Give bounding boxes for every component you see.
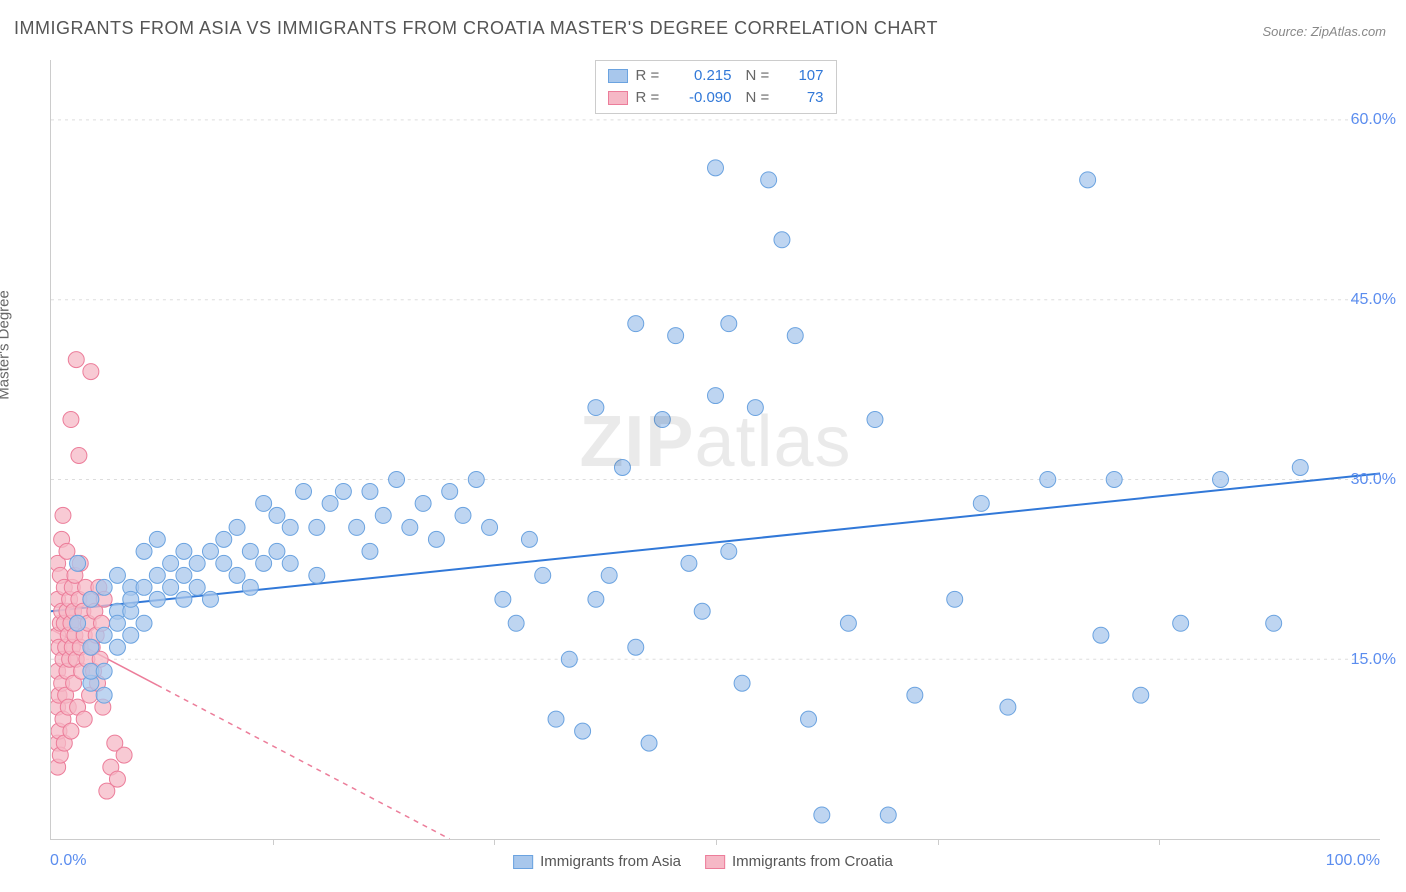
n-label: N = — [746, 87, 776, 109]
legend-row-asia: R = 0.215 N = 107 — [608, 65, 824, 87]
legend-item-asia: Immigrants from Asia — [513, 853, 681, 870]
n-value-croatia: 73 — [784, 87, 824, 109]
x-axis-max-label: 100.0% — [1326, 852, 1380, 870]
series-legend: Immigrants from Asia Immigrants from Cro… — [513, 853, 893, 870]
r-label: R = — [636, 65, 664, 87]
n-value-asia: 107 — [784, 65, 824, 87]
r-label: R = — [636, 87, 664, 109]
legend-label: Immigrants from Asia — [540, 853, 681, 870]
r-value-croatia: -0.090 — [672, 87, 732, 109]
legend-swatch-croatia — [608, 91, 628, 105]
y-tick-label: 60.0% — [1351, 111, 1396, 129]
legend-item-croatia: Immigrants from Croatia — [705, 853, 893, 870]
chart-svg — [51, 60, 1380, 839]
legend-row-croatia: R = -0.090 N = 73 — [608, 87, 824, 109]
y-axis-label: Master's Degree — [0, 290, 13, 400]
y-tick-label: 15.0% — [1351, 651, 1396, 669]
source-label: Source: ZipAtlas.com — [1262, 24, 1386, 39]
y-tick-label: 30.0% — [1351, 471, 1396, 489]
y-tick-label: 45.0% — [1351, 291, 1396, 309]
legend-swatch-icon — [513, 855, 533, 869]
legend-label: Immigrants from Croatia — [732, 853, 893, 870]
plot-area: R = 0.215 N = 107 R = -0.090 N = 73 ZIPa… — [50, 60, 1380, 840]
r-value-asia: 0.215 — [672, 65, 732, 87]
legend-swatch-icon — [705, 855, 725, 869]
correlation-legend: R = 0.215 N = 107 R = -0.090 N = 73 — [595, 60, 837, 114]
x-axis-min-label: 0.0% — [50, 852, 86, 870]
n-label: N = — [746, 65, 776, 87]
legend-swatch-asia — [608, 69, 628, 83]
chart-title: IMMIGRANTS FROM ASIA VS IMMIGRANTS FROM … — [14, 18, 938, 39]
